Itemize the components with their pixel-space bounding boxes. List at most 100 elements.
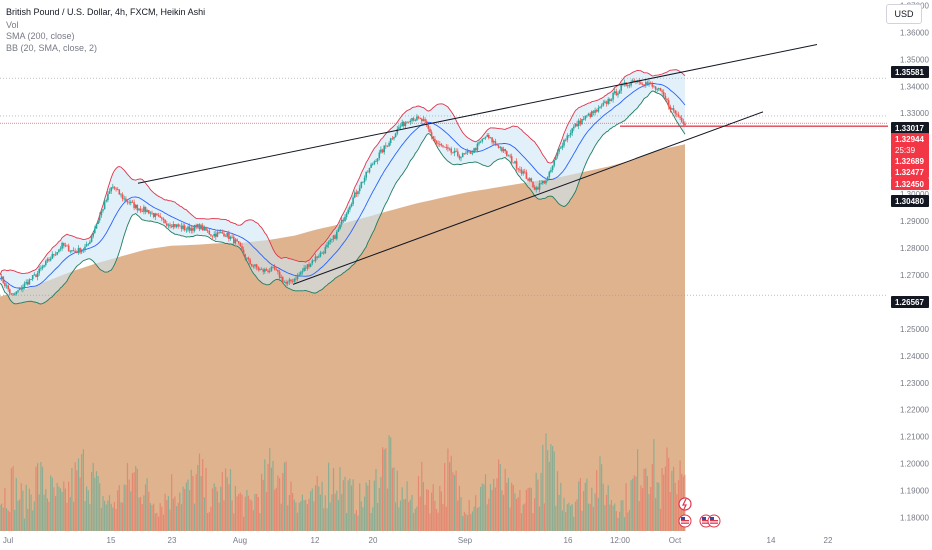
candle-body <box>533 187 536 190</box>
volume-bar <box>491 490 493 531</box>
candle <box>27 279 29 286</box>
candle <box>12 293 14 296</box>
candle-body <box>440 144 443 146</box>
candle <box>66 244 68 247</box>
volume-bar <box>154 513 156 531</box>
candle <box>67 243 70 252</box>
candle-body <box>201 225 204 231</box>
candle <box>350 202 353 208</box>
candle <box>357 190 359 197</box>
volume-bar <box>576 499 578 531</box>
candle <box>653 85 655 88</box>
volume-bar <box>664 466 666 531</box>
candle <box>465 150 467 155</box>
candle <box>455 148 457 153</box>
symbol-title[interactable]: British Pound / U.S. Dollar, 4h, FXCM, H… <box>6 7 206 17</box>
candle <box>210 234 212 237</box>
volume-bar <box>378 488 380 531</box>
candle-body <box>355 192 358 194</box>
candle-body <box>342 219 345 222</box>
candle-body <box>76 252 78 254</box>
candle <box>251 263 253 268</box>
candle-body <box>288 279 291 282</box>
volume-bar <box>104 500 106 531</box>
candle <box>102 209 104 213</box>
volume-bar <box>92 462 94 531</box>
candle <box>22 284 24 293</box>
candle-body <box>251 264 253 267</box>
volume-bar <box>233 513 235 531</box>
volume-bar <box>506 482 508 531</box>
price-label-bg <box>891 195 929 207</box>
candle-body <box>17 290 19 292</box>
candle-body <box>672 108 675 111</box>
volume-bar <box>118 485 120 531</box>
volume-bar <box>529 487 531 531</box>
volume-bar <box>399 500 402 531</box>
candle <box>223 230 225 238</box>
candle-body <box>228 233 230 239</box>
candle <box>63 242 65 249</box>
candle-body <box>651 84 654 87</box>
candle <box>504 148 506 154</box>
candle-body <box>350 204 353 207</box>
candle-body <box>662 92 665 96</box>
volume-bar <box>661 468 663 531</box>
volume-bar <box>77 458 80 531</box>
candle-body <box>548 171 551 177</box>
candle <box>556 149 559 159</box>
candle <box>131 199 134 203</box>
volume-bar <box>601 464 603 531</box>
volume-bar <box>89 504 91 531</box>
candle-body <box>574 124 577 127</box>
candle-body <box>507 155 510 157</box>
legend-sma[interactable]: SMA (200, close) <box>6 31 75 41</box>
candle-body <box>193 225 196 231</box>
volume-bar <box>135 465 137 531</box>
candle-body <box>666 99 668 101</box>
candle-body <box>58 249 60 252</box>
legend-bollinger[interactable]: BB (20, SMA, close, 2) <box>6 43 98 53</box>
volume-bar <box>326 508 328 531</box>
volume-bar <box>218 502 220 531</box>
volume-bar <box>280 503 282 531</box>
candle <box>427 124 430 132</box>
candle-body <box>641 84 644 85</box>
volume-bar <box>411 495 413 531</box>
volume-bar <box>641 488 644 531</box>
candle <box>51 251 54 259</box>
candle <box>628 83 631 89</box>
currency-button[interactable]: USD <box>886 4 922 24</box>
volume-bar <box>502 494 505 531</box>
candle <box>7 284 9 292</box>
candle <box>586 114 588 118</box>
candle-body <box>247 257 250 260</box>
price-label-text: 1.32477 <box>895 168 924 177</box>
candle <box>183 223 186 232</box>
candle-body <box>473 148 475 153</box>
volume-bar <box>579 478 581 531</box>
volume-bar <box>43 494 45 531</box>
time-tick-label: 12:00 <box>610 536 631 545</box>
candle-body <box>460 157 462 159</box>
price-label-badge: 25:39 <box>891 144 929 156</box>
candle-body <box>257 267 260 270</box>
volume-bar <box>673 466 675 531</box>
candle-body <box>676 113 678 115</box>
legend-volume[interactable]: Vol <box>6 20 19 30</box>
candle-body <box>674 110 676 114</box>
volume-bar <box>169 509 171 531</box>
candle-body <box>90 236 93 242</box>
candle <box>525 169 528 180</box>
candle-body <box>197 224 199 227</box>
candle <box>612 91 614 103</box>
candle <box>383 145 385 155</box>
candle <box>345 212 348 220</box>
candle <box>286 280 289 287</box>
candle <box>190 225 193 234</box>
volume-bar <box>435 509 438 531</box>
candle-body <box>210 234 212 236</box>
price-label-badge: 1.26567 <box>891 296 929 308</box>
